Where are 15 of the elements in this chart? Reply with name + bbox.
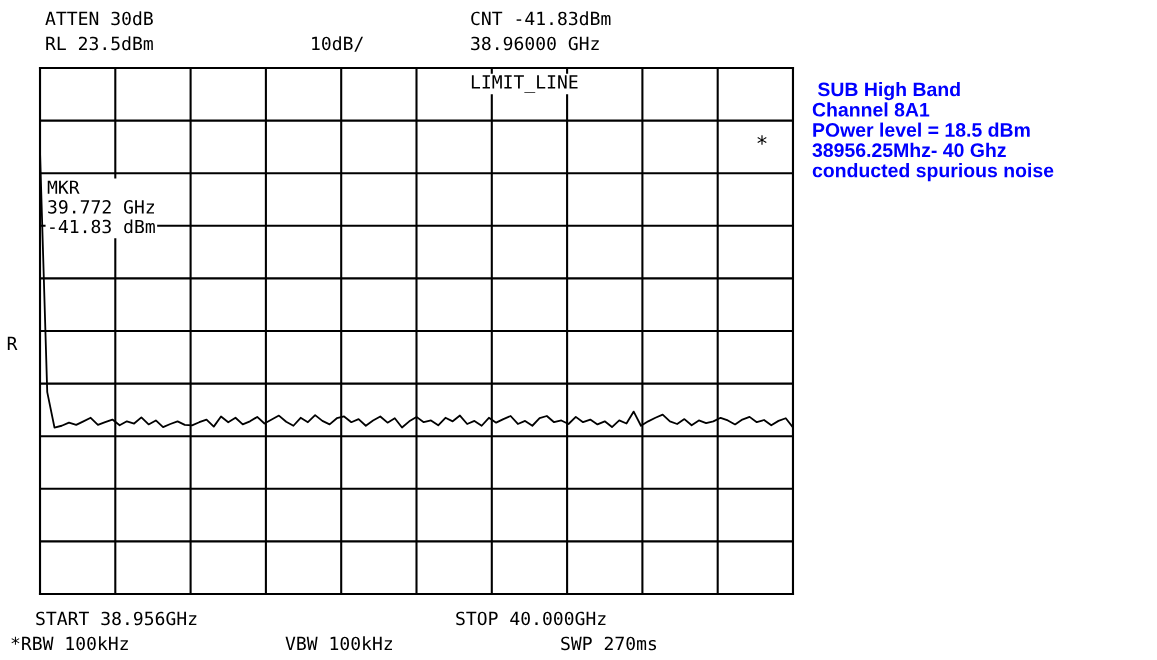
text: R: [7, 336, 18, 351]
text: RL 23.5dBm: [46, 36, 153, 51]
text: LIMIT_LINE: [471, 75, 578, 93]
text: 38.96000 GHz: [471, 36, 599, 51]
text: ATTEN 30dB: [45, 11, 153, 26]
text: STOP 40.000GHz: [456, 611, 606, 626]
text: SUB High Band Channel 8A1 POwer level = 18.5 dBm 38956.25Mhz- 40 Ghz conducted spurious noise: [812, 82, 1054, 182]
text: VBW 100kHz: [285, 636, 392, 651]
text: 10dB/: [312, 36, 363, 52]
annotation: MKR 39.772 GHz -41.83 dBm: [47, 180, 155, 234]
text: *RBW 100kHz: [11, 636, 128, 651]
text: CNT -41.83dBm: [471, 11, 611, 26]
text: *: [757, 135, 767, 145]
text: SWP 270ms: [561, 636, 657, 651]
text: START 38.956GHz: [36, 611, 197, 626]
